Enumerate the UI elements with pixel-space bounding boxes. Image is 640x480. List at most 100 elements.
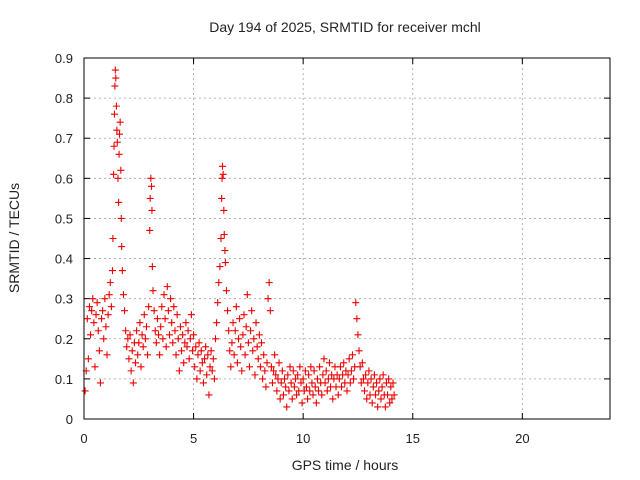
data-point — [374, 403, 382, 411]
data-point — [81, 387, 89, 395]
y-tick-label: 0.7 — [55, 131, 73, 146]
data-point — [219, 162, 227, 170]
data-point — [308, 379, 316, 387]
data-point — [110, 170, 118, 178]
data-point — [368, 399, 376, 407]
data-point — [256, 363, 264, 371]
data-point — [253, 343, 261, 351]
data-point — [245, 363, 253, 371]
data-point — [218, 174, 226, 182]
data-point — [338, 383, 346, 391]
data-point — [305, 371, 313, 379]
data-point — [128, 347, 136, 355]
data-point — [294, 371, 302, 379]
data-point — [150, 307, 158, 315]
data-point — [179, 331, 187, 339]
data-point — [124, 335, 132, 343]
data-point — [142, 323, 150, 331]
data-point — [263, 359, 271, 367]
data-point — [329, 395, 337, 403]
data-point — [116, 130, 124, 138]
data-point — [178, 347, 186, 355]
data-point — [288, 395, 296, 403]
data-point — [387, 383, 395, 391]
data-point — [182, 319, 190, 327]
data-point — [373, 379, 381, 387]
data-point — [126, 331, 134, 339]
data-point — [127, 367, 135, 375]
data-point — [335, 375, 343, 383]
data-point — [168, 319, 176, 327]
data-point — [346, 379, 354, 387]
data-point — [157, 323, 165, 331]
data-point — [291, 375, 299, 383]
data-point — [254, 355, 262, 363]
data-point — [390, 391, 398, 399]
data-point — [144, 351, 152, 359]
data-point — [229, 319, 237, 327]
data-point — [297, 379, 305, 387]
data-point — [207, 347, 215, 355]
data-point — [216, 263, 224, 271]
data-point — [247, 327, 255, 335]
data-point — [225, 327, 233, 335]
data-point — [350, 375, 358, 383]
data-point — [323, 387, 331, 395]
data-point — [277, 379, 285, 387]
data-point — [298, 399, 306, 407]
data-point — [359, 375, 367, 383]
data-point — [315, 387, 323, 395]
data-point — [228, 339, 236, 347]
x-tick-label: 20 — [515, 431, 529, 446]
data-point — [175, 367, 183, 375]
data-point — [235, 335, 243, 343]
data-point — [141, 335, 149, 343]
data-point — [221, 247, 229, 255]
data-point — [174, 335, 182, 343]
data-point — [248, 307, 256, 315]
data-point — [358, 359, 366, 367]
data-point — [369, 383, 377, 391]
data-point — [165, 331, 173, 339]
data-point — [311, 383, 319, 391]
data-point — [173, 311, 181, 319]
data-point — [242, 323, 250, 331]
data-point — [325, 359, 333, 367]
data-point — [259, 375, 267, 383]
data-point — [118, 267, 126, 275]
data-point — [230, 351, 238, 359]
data-point — [214, 299, 222, 307]
data-point — [169, 339, 177, 347]
data-point — [224, 307, 232, 315]
data-point — [282, 383, 290, 391]
data-point — [343, 387, 351, 395]
data-point — [221, 259, 229, 267]
data-point — [258, 339, 266, 347]
data-point — [114, 174, 122, 182]
data-point — [133, 327, 141, 335]
data-point — [251, 371, 259, 379]
data-point — [136, 319, 144, 327]
data-point — [102, 323, 110, 331]
x-tick-label: 0 — [80, 431, 87, 446]
data-point — [184, 327, 192, 335]
data-point — [89, 295, 97, 303]
data-point — [220, 206, 228, 214]
data-point — [132, 359, 140, 367]
data-point — [385, 375, 393, 383]
data-point — [239, 331, 247, 339]
data-point — [382, 379, 390, 387]
data-point — [250, 335, 258, 343]
data-point — [193, 375, 201, 383]
data-point — [336, 363, 344, 371]
data-point — [172, 351, 180, 359]
data-point — [367, 375, 375, 383]
data-point — [203, 371, 211, 379]
data-point — [117, 166, 125, 174]
data-point — [286, 363, 294, 371]
y-tick-label: 0.5 — [55, 211, 73, 226]
y-tick-label: 0.3 — [55, 292, 73, 307]
data-point — [281, 375, 289, 383]
data-point — [213, 319, 221, 327]
